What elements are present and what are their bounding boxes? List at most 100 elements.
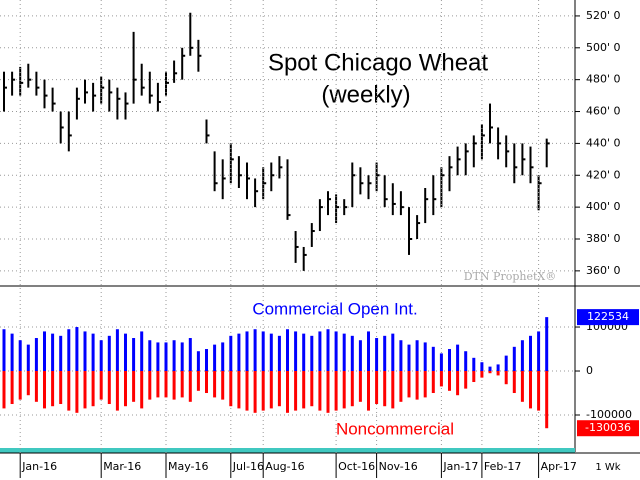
interval-label: 1 Wk — [595, 462, 620, 473]
bar — [472, 371, 476, 383]
bar — [196, 371, 200, 391]
bar — [237, 371, 241, 409]
bar — [350, 335, 354, 372]
bar — [2, 371, 6, 409]
bar — [221, 342, 225, 372]
bar — [26, 371, 30, 396]
bar — [140, 371, 144, 409]
bar — [294, 331, 298, 372]
x-tick-label: Oct-16 — [338, 460, 375, 473]
bar — [472, 357, 476, 372]
bar — [464, 351, 468, 372]
bar — [148, 340, 152, 372]
bar — [51, 371, 55, 407]
bar — [488, 371, 492, 374]
bar — [496, 364, 500, 372]
bar — [245, 371, 249, 411]
bar — [253, 329, 257, 372]
bar — [407, 344, 411, 372]
bar — [213, 371, 217, 398]
bar — [488, 366, 492, 372]
bar — [99, 371, 103, 400]
bar — [261, 331, 265, 372]
bar — [286, 329, 289, 372]
legend-commercial: Commercial Open Int. — [252, 299, 417, 318]
bar — [342, 371, 346, 409]
bar — [358, 371, 362, 402]
bar — [124, 371, 127, 407]
bar — [294, 371, 298, 411]
bar — [34, 338, 38, 372]
bar — [310, 335, 314, 372]
bar — [318, 371, 322, 411]
bar — [456, 344, 460, 372]
bar — [464, 371, 468, 389]
x-tick-label: Aug-16 — [265, 460, 304, 473]
bar — [221, 371, 225, 400]
bar — [375, 371, 379, 405]
chart-title: Spot Chicago Wheat — [268, 49, 488, 76]
bar — [205, 349, 208, 372]
y-tick-label: 520' 0 — [586, 9, 621, 22]
bar — [107, 371, 111, 405]
y-tick-label: -100000 — [586, 408, 632, 421]
y-tick-label: 420' 0 — [586, 168, 621, 181]
bar — [132, 338, 136, 372]
bar — [213, 344, 217, 372]
bar — [504, 355, 508, 372]
bar — [456, 371, 460, 396]
bar — [253, 371, 257, 413]
bar — [391, 371, 395, 409]
bar — [367, 331, 370, 372]
bar — [277, 335, 281, 372]
bar — [520, 340, 524, 372]
bar — [156, 371, 160, 398]
bar — [67, 329, 71, 372]
bar — [43, 371, 46, 409]
y-tick-label: 440' 0 — [586, 136, 621, 149]
time-strip — [0, 448, 575, 453]
bar — [245, 331, 249, 372]
bar — [423, 342, 427, 372]
y-tick-label: 500' 0 — [586, 41, 621, 54]
bar — [269, 371, 273, 409]
bar — [520, 371, 524, 402]
bar — [205, 371, 208, 394]
value-box — [577, 420, 639, 437]
bar — [91, 371, 95, 407]
bar — [99, 340, 103, 372]
bar — [67, 371, 71, 411]
y-tick-label: 400' 0 — [586, 200, 621, 213]
bar — [196, 351, 200, 372]
value-label: 122534 — [587, 310, 629, 323]
bar — [164, 371, 168, 398]
bar — [448, 349, 451, 372]
bar — [26, 344, 30, 372]
x-tick-label: Jan-16 — [21, 460, 57, 473]
bar — [286, 371, 289, 413]
bar — [415, 340, 419, 372]
bar — [75, 327, 79, 372]
bar — [496, 371, 500, 376]
bar — [237, 333, 241, 372]
bar — [391, 333, 395, 372]
bar — [529, 371, 532, 409]
x-tick-label: Apr-17 — [541, 460, 577, 473]
bar — [261, 371, 265, 411]
bar — [229, 335, 233, 372]
bar — [326, 371, 330, 413]
bar — [115, 329, 119, 372]
bar — [59, 371, 63, 405]
bar — [439, 353, 443, 372]
value-box — [577, 309, 639, 326]
bar — [529, 335, 532, 372]
bar — [34, 371, 38, 402]
bar — [512, 346, 516, 372]
bar — [342, 333, 346, 372]
bar — [318, 331, 322, 372]
bar — [2, 329, 6, 372]
bar — [188, 371, 192, 402]
bar — [18, 340, 22, 372]
bar — [383, 335, 387, 372]
